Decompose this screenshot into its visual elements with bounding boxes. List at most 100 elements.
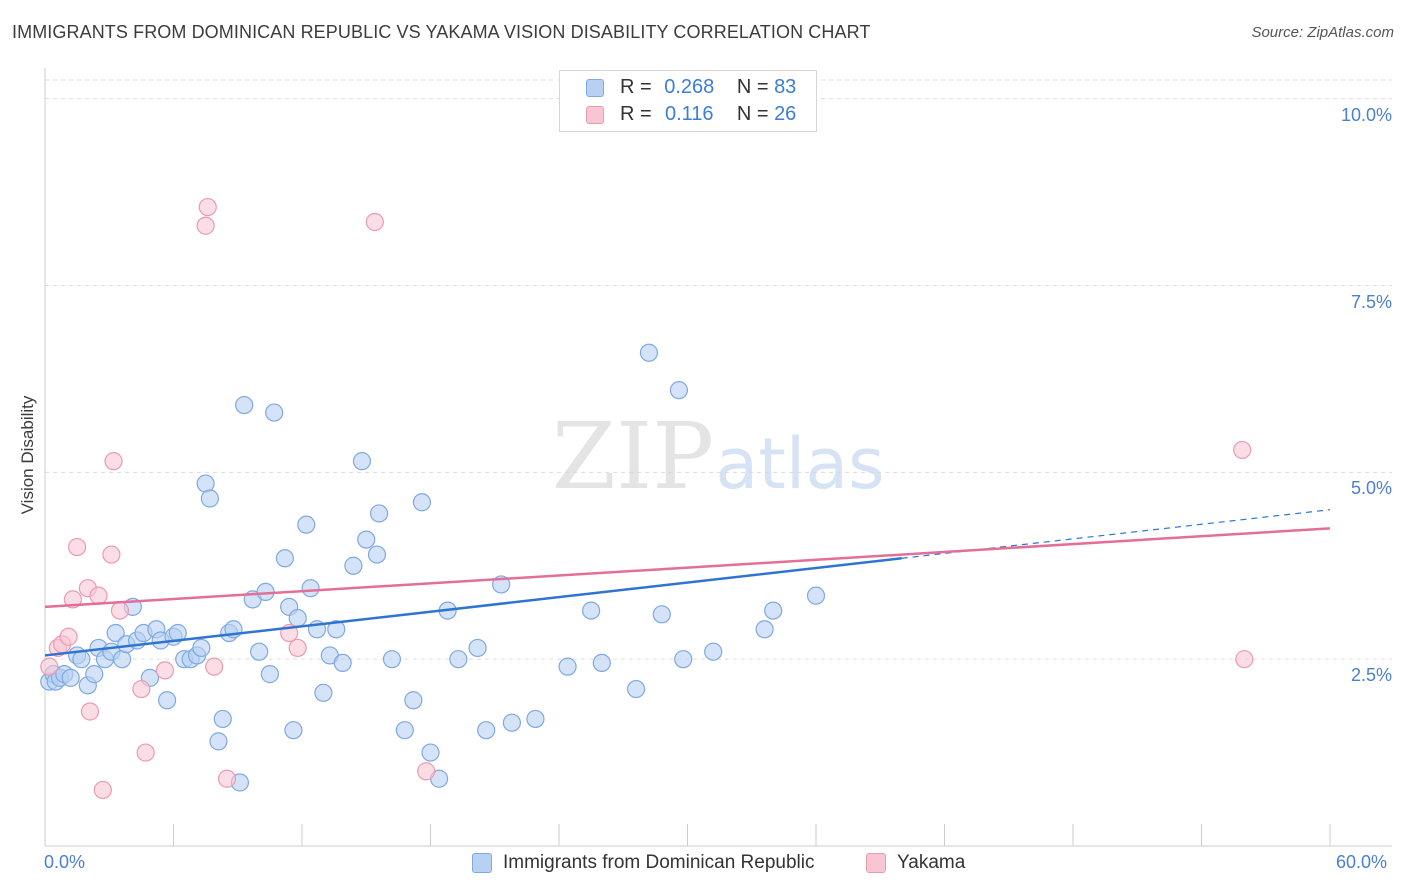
dominican-point-54 <box>352 452 372 471</box>
y-tick-label-2: 7.5% <box>1350 291 1392 312</box>
blue-swatch <box>586 79 604 97</box>
dominican-point-80 <box>755 620 774 639</box>
dominican-point-77 <box>669 381 689 400</box>
y-tick-label-0: 2.5% <box>1350 665 1392 686</box>
r-label: R = <box>620 76 652 98</box>
dominican-point-38 <box>250 642 269 661</box>
dominican-point-58 <box>382 650 402 669</box>
dominican-point-5 <box>61 668 80 687</box>
dominican-point-29 <box>196 474 215 493</box>
legend-row-pink-text: R = 0.116 N = 26 <box>620 103 796 126</box>
yakama-point-14 <box>136 743 155 762</box>
dominican-point-81 <box>764 601 783 620</box>
yakama-point-11 <box>104 452 123 471</box>
dominican-point-51 <box>327 620 346 639</box>
n-value: 83 <box>774 76 797 98</box>
yakama-point-3 <box>59 627 78 646</box>
axes <box>44 68 1392 847</box>
yakama-point-7 <box>80 702 100 721</box>
watermark-atlas: atlas <box>715 423 884 505</box>
legend-label: Yakama <box>897 852 966 873</box>
yakama-point-21 <box>288 638 307 658</box>
y-tick-label-3: 10.0% <box>1340 104 1392 125</box>
dominican-point-42 <box>275 549 294 568</box>
watermark: ZIP atlas <box>552 403 885 510</box>
dominican-point-82 <box>806 586 826 605</box>
yakama-point-25 <box>1235 650 1254 669</box>
dominican-point-73 <box>592 653 611 673</box>
dominican-point-13 <box>106 623 125 643</box>
correlation-legend: R = 0.268 N = 83 R = 0.116 N = 26 <box>559 70 817 132</box>
yakama-point-4 <box>63 590 82 609</box>
dominican-point-78 <box>674 650 693 669</box>
source-label: Source: ZipAtlas.com <box>1251 24 1394 41</box>
dominican-point-69 <box>502 713 521 732</box>
yakama-point-8 <box>89 586 108 605</box>
yakama-point-17 <box>198 197 217 217</box>
dominican-point-22 <box>157 691 177 710</box>
trend-lines <box>44 509 1331 657</box>
dominican-point-49 <box>314 683 333 702</box>
x-tick-label-max: 60.0% <box>1336 852 1388 872</box>
dominican-point-14 <box>112 650 132 669</box>
legend-label: Immigrants from Dominican Republic <box>503 852 815 873</box>
yakama-point-22 <box>365 212 384 232</box>
dominican-point-75 <box>639 343 659 362</box>
yakama-point-19 <box>217 769 237 788</box>
dominican-point-67 <box>477 721 496 740</box>
dominican-point-28 <box>192 638 211 658</box>
dominican-point-45 <box>284 721 303 740</box>
dominican-point-9 <box>85 665 104 684</box>
dominican-point-52 <box>333 653 352 673</box>
dominican-point-32 <box>213 709 232 729</box>
legend-row-blue-text: R = 0.268 N = 83 <box>620 76 796 99</box>
r-label: R = <box>620 103 652 125</box>
pink-swatch <box>866 853 886 873</box>
dominican-point-55 <box>357 530 376 549</box>
yakama-point-18 <box>205 657 224 676</box>
gridlines <box>45 79 1392 660</box>
yakama-point-13 <box>132 679 151 699</box>
yakama-point-0 <box>40 657 59 676</box>
n-label: N = <box>736 76 769 98</box>
dominican-point-40 <box>260 665 279 684</box>
dominican-point-61 <box>412 493 432 512</box>
yakama-point-5 <box>68 537 87 557</box>
dominican-point-53 <box>344 556 363 575</box>
x-tick-label-min: 0.0% <box>44 852 86 872</box>
dominican-point-36 <box>235 395 254 415</box>
dominican-point-79 <box>704 642 723 661</box>
yakama-point-12 <box>110 601 130 620</box>
yakama-point-24 <box>1233 440 1252 460</box>
blue-swatch <box>472 853 492 873</box>
dominican-point-31 <box>209 732 228 751</box>
dominican-trend-line <box>44 557 902 657</box>
yakama-point-9 <box>93 780 112 800</box>
dominican-point-71 <box>558 657 577 676</box>
dominican-point-65 <box>449 650 468 669</box>
yakama-trend-line <box>44 527 1331 609</box>
r-value: 0.268 <box>664 76 715 98</box>
dominican-point-59 <box>395 721 414 740</box>
data-points <box>40 197 1254 800</box>
pink-swatch <box>586 106 604 124</box>
dominican-point-56 <box>367 545 387 564</box>
dominican-point-66 <box>468 638 487 658</box>
yakama-point-15 <box>155 661 175 680</box>
dominican-point-41 <box>265 403 284 422</box>
dominican-point-47 <box>301 579 320 598</box>
dominican-point-72 <box>582 601 601 620</box>
r-value: 0.116 <box>664 103 714 125</box>
dominican-point-57 <box>370 504 389 523</box>
dominican-point-30 <box>200 489 220 508</box>
dominican-point-74 <box>626 679 646 699</box>
dominican-point-62 <box>421 743 440 762</box>
yakama-point-10 <box>102 545 121 564</box>
dominican-point-70 <box>526 709 545 729</box>
yakama-point-23 <box>417 762 436 781</box>
watermark-zip: ZIP <box>552 403 714 510</box>
dominican-point-60 <box>404 691 423 710</box>
chart-title: IMMIGRANTS FROM DOMINICAN REPUBLIC VS YA… <box>12 22 871 42</box>
